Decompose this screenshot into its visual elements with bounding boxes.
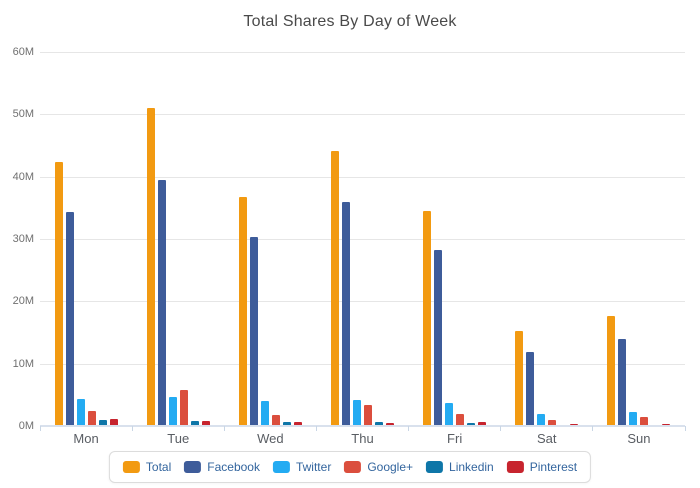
- legend: Total Facebook Twitter Google+ Linkedin Pinte…: [108, 451, 592, 483]
- legend-item-twitter[interactable]: Twitter: [272, 460, 332, 474]
- bar-linkedin-mon[interactable]: [98, 420, 107, 426]
- bar-group-fri: [409, 52, 501, 426]
- x-tick-label-sun: Sun: [627, 431, 651, 446]
- x-tick-label-fri: Fri: [447, 431, 463, 446]
- bar-facebook-sat[interactable]: [526, 352, 535, 426]
- x-tick-label-tue: Tue: [167, 431, 190, 446]
- bar-twitter-sun[interactable]: [629, 412, 638, 426]
- legend-item-pinterest[interactable]: Pinterest: [506, 460, 578, 474]
- legend-item-facebook[interactable]: Facebook: [184, 460, 260, 474]
- bar-twitter-sat[interactable]: [537, 413, 546, 426]
- bar-groups: [40, 52, 685, 426]
- y-tick-label: 30M: [12, 233, 34, 245]
- x-axis-tick: [315, 426, 317, 431]
- legend-swatch-icon: [344, 461, 362, 473]
- bar-twitter-wed[interactable]: [260, 401, 269, 426]
- bar-total-sat[interactable]: [515, 331, 524, 426]
- x-tick-label-sat: Sat: [537, 431, 557, 446]
- gridline: [40, 114, 685, 116]
- bar-linkedin-wed[interactable]: [282, 422, 291, 426]
- bar-total-wed[interactable]: [238, 196, 247, 426]
- bar-facebook-thu[interactable]: [341, 201, 350, 426]
- legend-swatch-icon: [122, 461, 140, 473]
- legend-item-linkedin[interactable]: Linkedin: [426, 460, 494, 474]
- bar-facebook-wed[interactable]: [249, 237, 258, 426]
- y-tick-label: 10M: [12, 357, 34, 370]
- bar-google-sun[interactable]: [640, 417, 649, 426]
- bar-linkedin-fri[interactable]: [467, 422, 476, 426]
- legend-swatch-icon: [506, 461, 524, 473]
- gridline: [40, 363, 685, 365]
- chart-title: Total Shares By Day of Week: [243, 13, 457, 30]
- y-tick-label: 0M: [18, 420, 34, 432]
- gridline: [40, 301, 685, 303]
- legend-swatch-icon: [426, 461, 444, 473]
- bar-pinterest-tue[interactable]: [201, 421, 210, 426]
- legend-label: Linkedin: [449, 460, 494, 474]
- legend-label: Twitter: [295, 460, 332, 474]
- bar-group-mon: [40, 52, 132, 426]
- x-tick-label-thu: Thu: [351, 431, 374, 446]
- bar-group-sat: [501, 52, 593, 426]
- bar-facebook-mon[interactable]: [65, 212, 74, 426]
- bar-google-wed[interactable]: [271, 415, 280, 426]
- y-axis-labels: 0M 10M 20M 30M 40M 50M 60M: [0, 46, 34, 432]
- bar-pinterest-thu[interactable]: [385, 422, 394, 426]
- x-axis-tick: [39, 426, 41, 431]
- x-axis-tick: [131, 426, 133, 431]
- gridline: [40, 176, 685, 178]
- bar-twitter-fri[interactable]: [445, 402, 454, 426]
- bar-pinterest-mon[interactable]: [109, 419, 118, 426]
- legend-label: Pinterest: [529, 460, 578, 474]
- plot-area: [39, 52, 686, 431]
- legend-label: Total: [145, 460, 172, 474]
- x-axis-tick: [223, 426, 225, 431]
- bar-linkedin-thu[interactable]: [374, 421, 383, 426]
- y-tick-label: 60M: [12, 46, 34, 58]
- x-tick-label-wed: Wed: [257, 431, 284, 446]
- bar-facebook-tue[interactable]: [157, 179, 166, 426]
- y-tick-label: 40M: [12, 170, 34, 183]
- bar-twitter-thu[interactable]: [352, 400, 361, 426]
- bar-pinterest-fri[interactable]: [478, 422, 487, 426]
- y-tick-label: 50M: [12, 108, 34, 121]
- bar-total-sun[interactable]: [607, 316, 616, 426]
- legend-swatch-icon: [272, 461, 290, 473]
- bar-facebook-sun[interactable]: [618, 339, 627, 426]
- x-axis-tick: [408, 426, 410, 431]
- bar-google-sat[interactable]: [548, 419, 557, 426]
- x-axis-tick: [500, 426, 502, 431]
- gridline: [40, 239, 685, 240]
- bar-linkedin-tue[interactable]: [190, 421, 199, 426]
- x-axis-line: [40, 425, 685, 427]
- x-axis-labels: Mon Tue Wed Thu Fri Sat Sun: [40, 431, 685, 446]
- bar-google-fri[interactable]: [456, 414, 465, 426]
- bar-group-wed: [224, 52, 316, 426]
- x-axis-tick: [592, 426, 594, 431]
- legend-label: Facebook: [207, 460, 260, 474]
- bar-google-thu[interactable]: [363, 405, 372, 426]
- bar-pinterest-wed[interactable]: [293, 421, 302, 426]
- bar-twitter-tue[interactable]: [168, 396, 177, 426]
- bar-google-mon[interactable]: [87, 411, 96, 426]
- x-tick-label-mon: Mon: [73, 431, 99, 446]
- bar-total-mon[interactable]: [54, 162, 63, 426]
- bar-group-thu: [316, 52, 408, 426]
- legend-swatch-icon: [184, 461, 202, 473]
- bar-facebook-fri[interactable]: [434, 249, 443, 426]
- bar-total-tue[interactable]: [146, 108, 155, 426]
- bar-group-tue: [132, 52, 224, 426]
- bar-twitter-mon[interactable]: [76, 398, 85, 426]
- legend-item-google[interactable]: Google+: [344, 460, 413, 474]
- legend-label: Google+: [367, 460, 414, 474]
- x-axis-tick: [684, 426, 686, 431]
- legend-item-total[interactable]: Total: [122, 460, 172, 474]
- bar-group-sun: [593, 52, 685, 426]
- y-tick-label: 20M: [12, 295, 34, 308]
- bar-total-fri[interactable]: [423, 210, 432, 426]
- gridline: [40, 52, 685, 53]
- bar-total-thu[interactable]: [330, 150, 339, 426]
- bar-google-tue[interactable]: [179, 389, 188, 426]
